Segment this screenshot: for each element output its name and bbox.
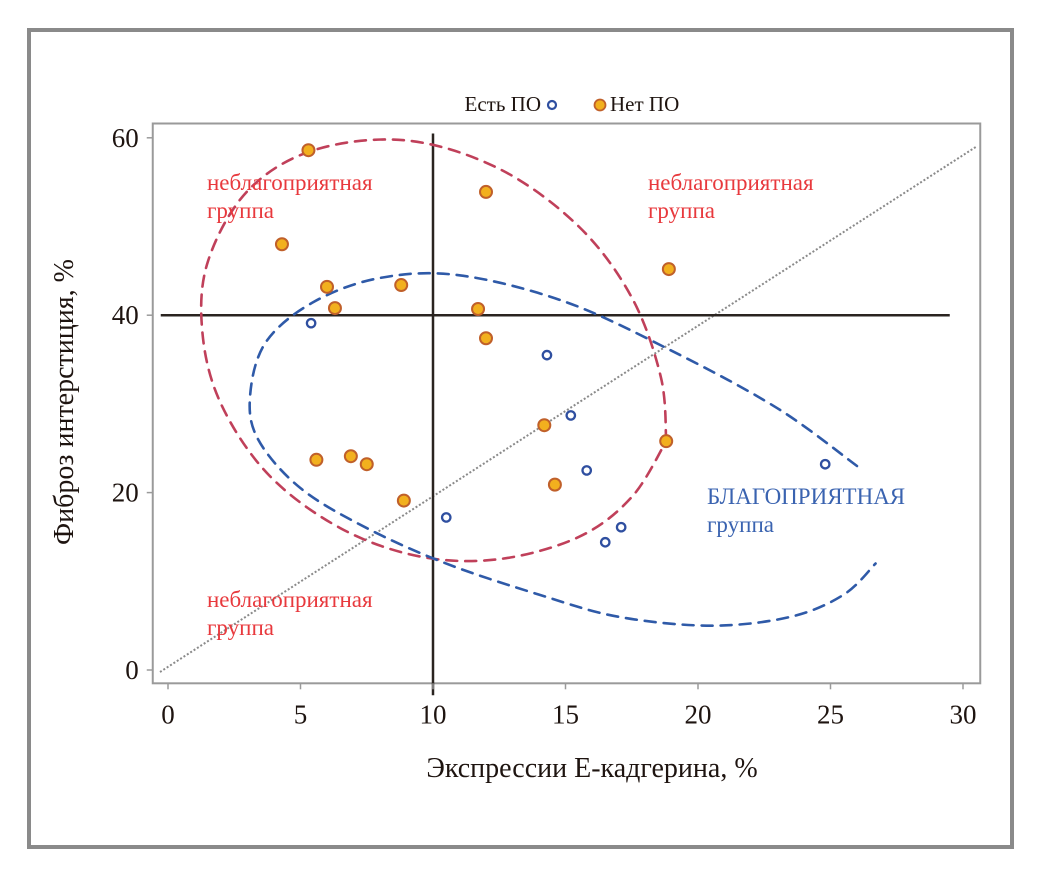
x-tick-label: 15	[552, 699, 579, 729]
annotation-text-line1: БЛАГОПРИЯТНАЯ	[707, 484, 905, 509]
point-net-po	[661, 262, 676, 277]
point-est-po	[819, 458, 831, 470]
diagonal-reference-line	[159, 145, 977, 673]
point-net-po	[471, 301, 486, 316]
annotation-top-left: неблагоприятная группа	[207, 170, 373, 223]
point-net-po	[659, 434, 674, 449]
point-net-po	[547, 477, 562, 492]
reference-lines	[159, 133, 977, 696]
point-est-po	[440, 512, 452, 523]
point-est-po	[599, 536, 611, 548]
blue-dashed-curve	[248, 271, 877, 627]
annotation-text-line2: группа	[207, 615, 274, 640]
point-est-po	[565, 410, 577, 421]
legend-label-est-po: Есть ПО	[465, 92, 541, 116]
x-tick-label: 0	[161, 699, 175, 729]
legend-marker-net-po	[593, 98, 607, 112]
point-est-po	[305, 317, 317, 329]
x-tick-label: 25	[817, 699, 844, 729]
red-dashed-ellipse	[199, 138, 668, 563]
annotation-bottom-right: БЛАГОПРИЯТНАЯ группа	[707, 484, 905, 537]
x-tick-label: 5	[294, 699, 308, 729]
point-est-po	[615, 521, 627, 533]
axis-ticks: 0 5 10 15 20 25 30 0 20 40 60	[112, 123, 977, 730]
point-net-po	[301, 143, 316, 158]
x-tick-label: 10	[420, 699, 447, 729]
annotation-text-line2: группа	[648, 198, 715, 223]
legend: Есть ПО Нет ПО	[465, 92, 680, 116]
data-points	[274, 143, 831, 548]
x-axis-title: Экспрессии Е-кадгерина, %	[426, 753, 757, 784]
point-net-po	[479, 184, 493, 199]
y-tick-label: 60	[112, 123, 139, 153]
figure-frame	[27, 28, 1014, 849]
x-tick-label: 20	[685, 699, 712, 729]
annotation-text-line1: неблагоприятная	[207, 170, 373, 195]
x-tick-label: 30	[950, 699, 977, 729]
legend-label-net-po: Нет ПО	[610, 92, 679, 116]
annotation-text-line1: неблагоприятная	[648, 170, 814, 195]
y-tick-label: 0	[125, 655, 139, 685]
point-est-po	[581, 465, 593, 476]
point-net-po	[320, 279, 334, 294]
annotation-bottom-left: неблагоприятная группа	[207, 587, 373, 640]
point-net-po	[343, 449, 358, 464]
point-net-po	[327, 301, 342, 316]
y-tick-label: 20	[112, 478, 139, 508]
annotation-text-line2: группа	[707, 512, 774, 537]
fit-curves	[199, 138, 877, 627]
point-net-po	[309, 452, 324, 467]
annotation-top-right: неблагоприятная группа	[648, 170, 814, 223]
point-est-po	[541, 349, 553, 361]
point-net-po	[537, 418, 552, 433]
point-net-po	[396, 493, 411, 508]
legend-marker-est-po	[546, 99, 558, 111]
annotation-text-line2: группа	[207, 198, 274, 223]
y-axis-title: Фиброз интерстиция, %	[49, 259, 80, 545]
point-net-po	[274, 237, 289, 252]
point-net-po	[479, 331, 493, 346]
point-net-po	[359, 457, 374, 472]
annotation-text-line1: неблагоприятная	[207, 587, 373, 612]
point-net-po	[394, 278, 409, 293]
y-tick-label: 40	[112, 300, 139, 330]
